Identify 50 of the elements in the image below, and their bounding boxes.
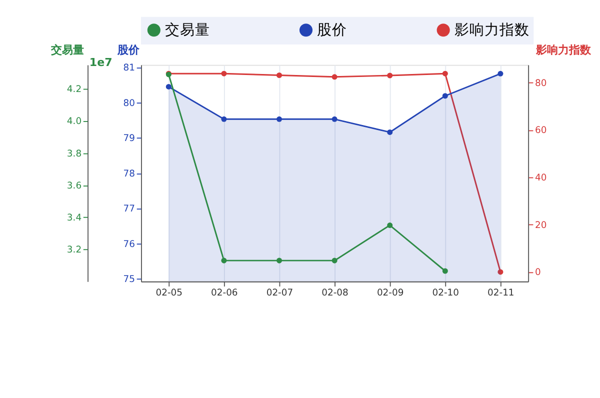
y2-tick-label: 76 (123, 238, 136, 250)
x-tick-label: 02-11 (488, 288, 514, 299)
point (387, 222, 393, 228)
y-axis-title: 交易量 (50, 43, 84, 56)
y2-axis-title: 股价 (116, 43, 141, 56)
x-tick-label: 02-06 (211, 288, 238, 299)
point (387, 129, 393, 135)
point (276, 72, 282, 78)
y2-tick-label: 81 (123, 62, 136, 74)
x-tick-label: 02-09 (376, 288, 404, 299)
y-tick-label: 3.2 (66, 244, 82, 256)
legend-label: 影响力指数 (454, 22, 530, 39)
y2-tick-label: 77 (123, 204, 136, 215)
y2-tick-label: 80 (123, 98, 136, 109)
point (442, 268, 448, 274)
y2-tick-label: 75 (123, 274, 136, 286)
y3-tick-label: 40 (535, 172, 547, 184)
y3-tick-label: 0 (535, 267, 542, 278)
y-tick-label: 3.4 (66, 212, 82, 224)
point (387, 72, 393, 78)
y-tick-label: 4.2 (66, 84, 82, 96)
y3-axis-title: 影响力指数 (534, 43, 592, 56)
point (276, 258, 282, 264)
point (221, 258, 227, 264)
x-tick-label: 02-08 (322, 288, 349, 299)
x-tick-label: 02-05 (156, 288, 183, 299)
y3-tick-label: 60 (535, 125, 547, 136)
legend-label: 股价 (317, 22, 348, 39)
point (276, 116, 282, 122)
text: 1e7 (89, 56, 112, 69)
y-tick-label: 4.0 (66, 116, 82, 128)
point (442, 93, 448, 99)
point (498, 269, 504, 275)
point (221, 70, 227, 76)
point (221, 116, 227, 122)
y3-tick-label: 80 (535, 78, 547, 89)
point (166, 84, 172, 90)
x-tick-label: 02-10 (432, 288, 460, 299)
y3-tick-label: 20 (535, 220, 547, 231)
y2-tick-label: 79 (123, 133, 136, 144)
y-tick-label: 3.6 (66, 180, 82, 192)
point (332, 258, 338, 264)
point (498, 70, 504, 76)
point (442, 70, 448, 76)
x-tick-label: 02-07 (266, 288, 294, 299)
y2-tick-label: 78 (123, 168, 136, 180)
point (332, 116, 338, 122)
legend-label: 交易量 (164, 22, 210, 39)
point (332, 74, 338, 80)
y-tick-label: 3.8 (66, 148, 82, 160)
